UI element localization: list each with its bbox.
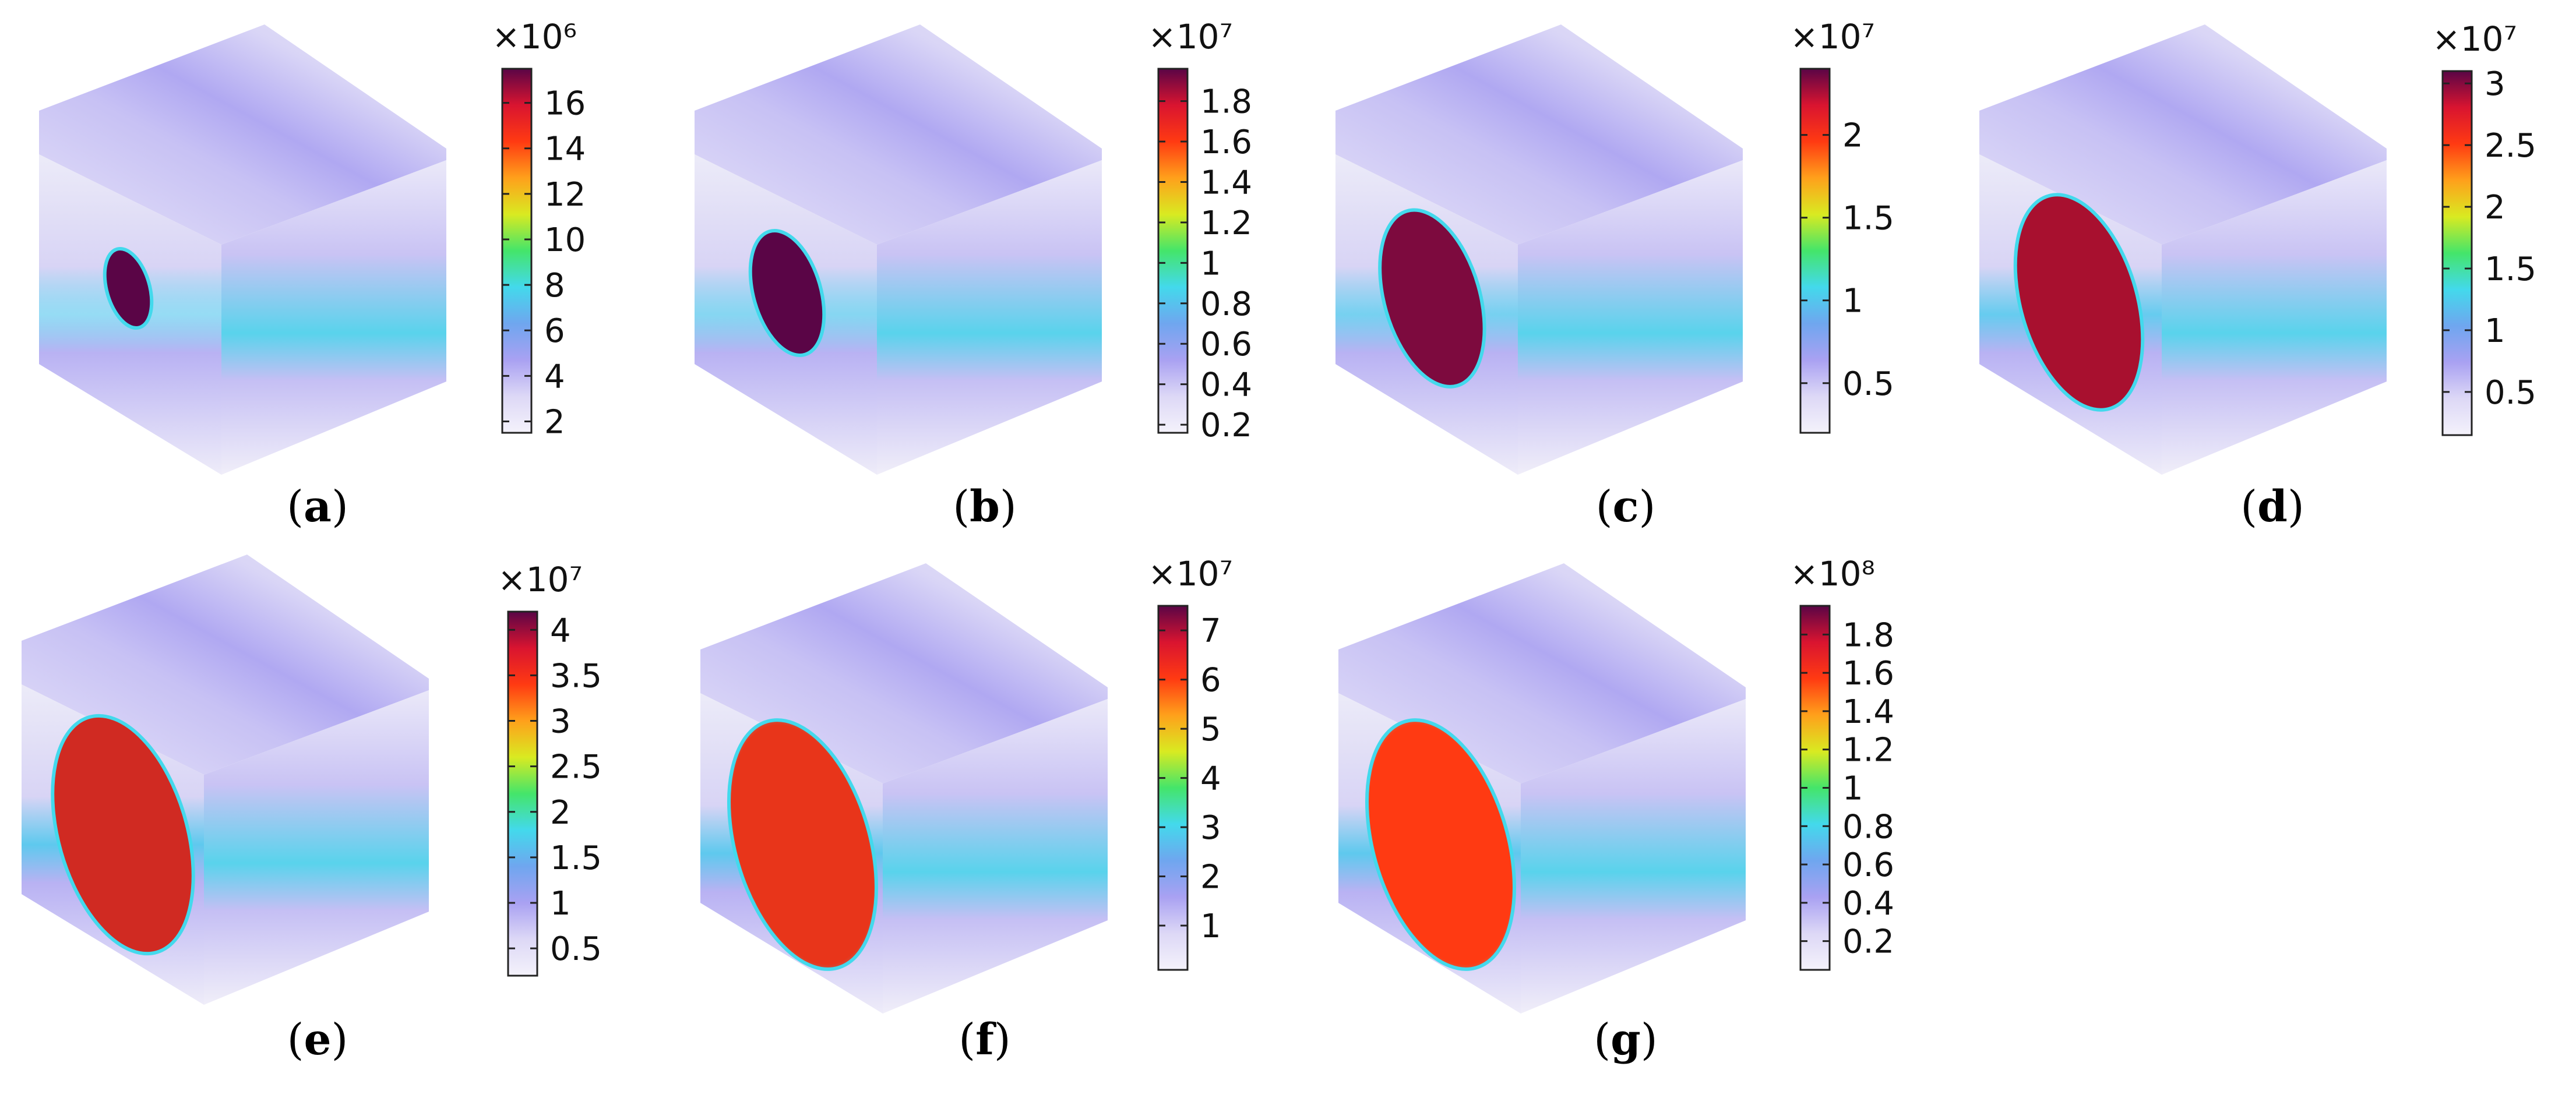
- panel-label: (a): [287, 482, 348, 532]
- panel-g: ×10⁸ 1.81.61.41.210.80.60.40.2 (g): [1338, 554, 1894, 1065]
- panel-d: ×10⁷ 3 2.5 2 1.5 1 0.5 (d): [1979, 19, 2536, 532]
- colorbar: [1157, 68, 1189, 434]
- colorbar-tick-label: 2.5: [2485, 127, 2536, 165]
- cube-right-face: [1521, 699, 1746, 1014]
- panel-f: ×10⁷ 7 6 5 4 3 2 1 (f): [700, 554, 1233, 1065]
- colorbar-tick-label: 0.2: [1842, 923, 1894, 961]
- panel-label: (b): [953, 482, 1017, 532]
- colorbar-tick-label: 1.2: [1200, 204, 1252, 242]
- colorbar-tick-label: 3: [550, 703, 571, 741]
- panel-e: ×10⁷ 4 3.5 3 2.5 2 1.5 1 0.5 (e): [22, 555, 602, 1065]
- colorbar-tick-label: 0.6: [1200, 326, 1252, 363]
- colorbar-tick-label: 5: [1200, 711, 1221, 749]
- inclusion-ellipse: [1365, 718, 1517, 971]
- colorbar-tick-label: 2.5: [550, 749, 602, 786]
- panel-a: ×10⁶ 16 14 12 10 8 6 4 2 (a): [39, 17, 586, 532]
- panel-label: (d): [2240, 482, 2304, 532]
- colorbar-tick-label: 1: [550, 885, 571, 923]
- colorbar-tick-label: 1.5: [2485, 250, 2536, 288]
- colorbar-tick-label: 1.5: [550, 839, 602, 877]
- colorbar-exponent: ×10⁶: [492, 17, 577, 57]
- colorbar-tick-label: 6: [544, 312, 565, 350]
- colorbar: [501, 68, 533, 434]
- inclusion-ellipse: [727, 718, 879, 971]
- cube-top-face: [1335, 24, 1743, 245]
- inclusion-ellipse: [2013, 193, 2145, 412]
- colorbar-tick-label: 1.6: [1200, 123, 1252, 161]
- colorbar-tick-label: 2: [2485, 189, 2505, 227]
- cube-right-face: [1518, 160, 1743, 475]
- cube-right-face: [204, 690, 429, 1005]
- colorbar: [2441, 70, 2473, 436]
- colorbar-tick-label: 2: [1200, 859, 1221, 896]
- panel-label: (f): [958, 1015, 1011, 1065]
- panel-c: ×10⁷ 2 1.5 1 0.5 (c): [1335, 17, 1894, 532]
- colorbar-exponent: ×10⁷: [1148, 17, 1233, 57]
- colorbar-tick-label: 0.4: [1842, 885, 1894, 923]
- colorbar-tick-label: 0.4: [1200, 366, 1252, 404]
- colorbar-tick-label: 4: [1200, 760, 1221, 798]
- colorbar-tick-label: 7: [1200, 612, 1221, 650]
- colorbar-tick-label: 0.2: [1200, 407, 1252, 444]
- colorbar-tick-label: 0.5: [1842, 365, 1894, 403]
- colorbar-tick-label: 1: [1200, 908, 1221, 945]
- cube-top-face: [22, 555, 429, 775]
- cube-top-face: [39, 24, 446, 245]
- cube-right-face: [883, 699, 1108, 1014]
- colorbar-tick-label: 1.4: [1200, 164, 1252, 202]
- colorbar-tick-label: 6: [1200, 662, 1221, 700]
- colorbar-tick-label: 2: [550, 794, 571, 832]
- colorbar-tick-label: 1.4: [1842, 693, 1894, 731]
- panel-b: ×10⁷ 1.81.61.41.210.80.60.40.2 (b): [695, 17, 1252, 532]
- colorbar: [507, 610, 538, 977]
- colorbar-tick-label: 3: [2485, 65, 2505, 103]
- cube-right-face: [221, 160, 446, 475]
- colorbar-exponent: ×10⁷: [1790, 17, 1875, 57]
- colorbar-tick-label: 2: [544, 403, 565, 441]
- colorbar-tick-label: 0.5: [550, 930, 602, 968]
- colorbar-tick-label: 12: [544, 176, 586, 214]
- colorbar-tick-label: 4: [544, 358, 565, 396]
- colorbar-tick-label: 1.8: [1200, 83, 1252, 121]
- cube-top-face: [695, 24, 1102, 245]
- colorbar-tick-label: 1: [1842, 770, 1863, 808]
- cube-top-face: [1979, 24, 2387, 245]
- colorbar-tick-label: 1.2: [1842, 732, 1894, 769]
- colorbar: [1799, 68, 1831, 434]
- colorbar-exponent: ×10⁷: [1148, 554, 1233, 594]
- colorbar-tick-label: 10: [544, 221, 586, 259]
- colorbar-tick-label: 1.6: [1842, 655, 1894, 693]
- panel-label: (e): [287, 1015, 348, 1065]
- colorbar-tick-label: 0.8: [1200, 285, 1252, 323]
- colorbar-tick-label: 1: [2485, 312, 2505, 350]
- colorbar-tick-label: 4: [550, 612, 571, 649]
- colorbar-tick-label: 16: [544, 85, 586, 123]
- cube-right-face: [2162, 160, 2387, 475]
- colorbar-tick-label: 1: [1842, 283, 1863, 320]
- colorbar-tick-label: 8: [544, 267, 565, 305]
- inclusion-ellipse: [1378, 208, 1486, 389]
- colorbar: [1157, 605, 1189, 971]
- colorbar-tick-label: 0.5: [2485, 374, 2536, 412]
- inclusion-ellipse: [748, 229, 826, 357]
- colorbar-tick-label: 1.8: [1842, 616, 1894, 654]
- colorbar-tick-label: 1.5: [1842, 200, 1894, 238]
- inclusion-ellipse: [103, 246, 154, 330]
- colorbar-tick-label: 2: [1842, 117, 1863, 155]
- colorbar-tick-label: 3.5: [550, 657, 602, 695]
- colorbar-tick-label: 3: [1200, 809, 1221, 847]
- inclusion-ellipse: [51, 714, 195, 956]
- colorbar-exponent: ×10⁷: [498, 560, 583, 599]
- colorbar-tick-label: 14: [544, 130, 586, 168]
- colorbar-tick-label: 0.8: [1842, 808, 1894, 846]
- colorbar-tick-label: 1: [1200, 245, 1221, 283]
- cube-right-face: [877, 160, 1102, 475]
- colorbar-exponent: ×10⁷: [2432, 19, 2517, 59]
- colorbar-tick-label: 0.6: [1842, 846, 1894, 884]
- colorbar-exponent: ×10⁸: [1790, 554, 1875, 594]
- panel-label: (g): [1594, 1015, 1658, 1065]
- panel-label: (c): [1596, 482, 1656, 532]
